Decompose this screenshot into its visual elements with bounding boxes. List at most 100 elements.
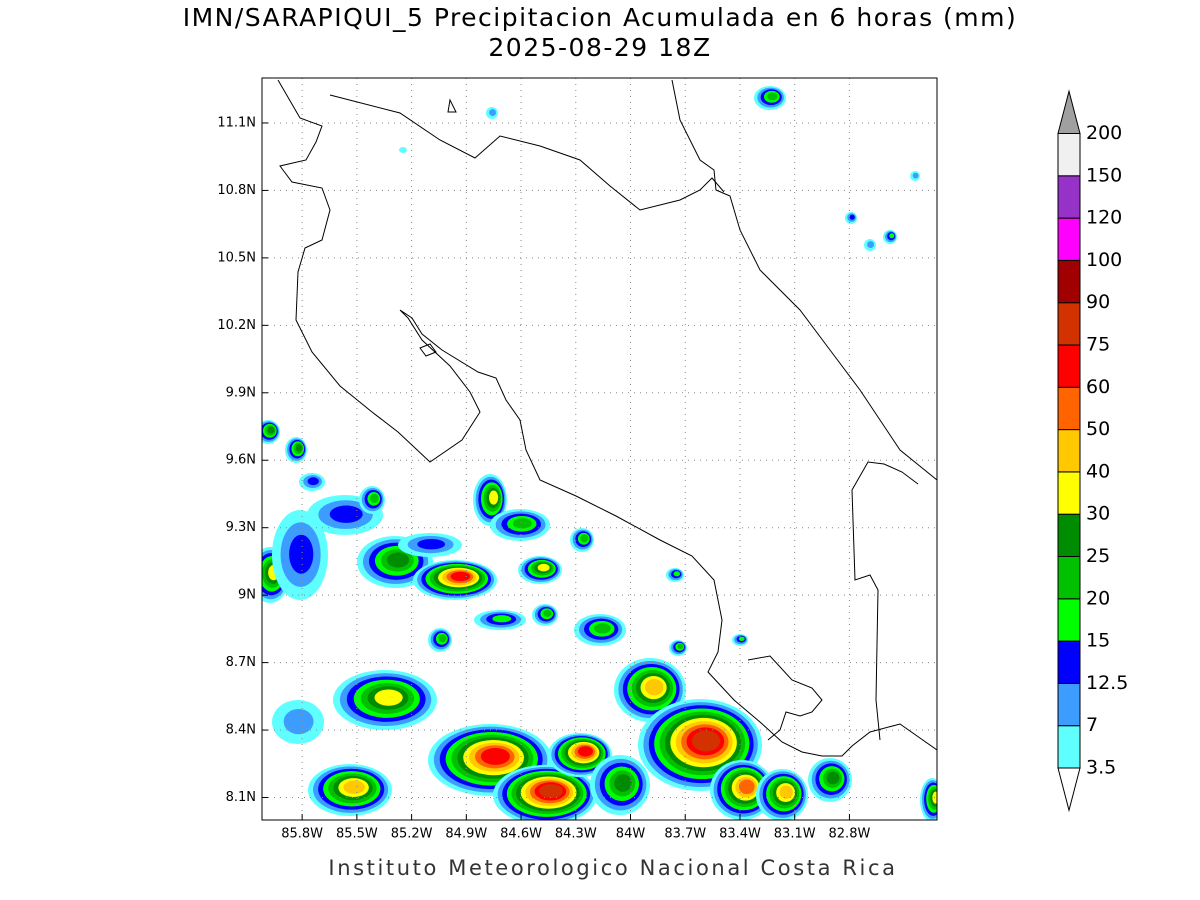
x-tick-label: 85.8W <box>281 827 323 842</box>
precip-cell <box>450 571 471 582</box>
precip-cell <box>673 571 681 577</box>
colorbar-box <box>1057 386 1081 431</box>
subtitle: 2025-08-29 18Z <box>488 33 711 62</box>
precip-cell <box>329 505 363 523</box>
precip-cell <box>417 539 446 550</box>
colorbar-label: 50 <box>1086 418 1110 440</box>
precip-cell <box>539 784 563 798</box>
x-tick-label: 82.8W <box>829 827 871 842</box>
colorbar-box <box>1057 471 1081 515</box>
x-tick-label: 83.7W <box>664 827 706 842</box>
grid: 11.1N 10.8N 10.5N 10.2N 9.9N 9.6N 9.3N 9N 8.7N 8.… <box>217 78 937 842</box>
precip-cell <box>849 214 855 220</box>
colorbar-label: 30 <box>1086 503 1110 525</box>
pacific-coast <box>277 79 937 757</box>
precip-cell <box>488 490 499 505</box>
colorbar-label: 12.5 <box>1086 672 1128 694</box>
colorbar: 3.5 7 12.5 15 20 25 30 40 50 60 75 90 100 120 150 200 <box>1057 89 1128 813</box>
colorbar-label: 40 <box>1086 460 1110 482</box>
x-tick-label: 84.6W <box>500 827 542 842</box>
precip-cell <box>543 609 552 617</box>
precip-cell <box>691 730 721 752</box>
precip-cell <box>779 785 793 799</box>
precip-cell <box>489 109 497 117</box>
colorbar-label: 20 <box>1086 587 1110 609</box>
colorbar-box <box>1057 556 1081 600</box>
y-tick-label: 8.7N <box>226 655 256 670</box>
y-tick-label: 10.5N <box>217 250 256 265</box>
x-tick-label: 85.2W <box>391 827 433 842</box>
precip-cell <box>283 708 314 735</box>
colorbar-box <box>1057 259 1081 304</box>
osa-peninsula <box>747 655 823 741</box>
x-tick-label: 84.9W <box>445 827 487 842</box>
precip-cell <box>644 679 664 696</box>
colorbar-box <box>1057 217 1081 261</box>
colorbar-box <box>1057 682 1081 727</box>
lake-shore <box>419 98 457 357</box>
y-tick-label: 9.9N <box>226 385 256 400</box>
colorbar-box <box>1057 598 1081 642</box>
colorbar-box <box>1057 302 1081 346</box>
colorbar-box <box>1057 429 1081 473</box>
precip-cell <box>867 241 875 249</box>
precip-cell <box>889 233 895 239</box>
precip-cell <box>577 746 593 757</box>
colorbar-label: 7 <box>1086 714 1098 736</box>
precip-cell <box>826 771 840 785</box>
precip-cell <box>370 493 379 503</box>
colorbar-label: 100 <box>1086 249 1122 271</box>
colorbar-box <box>1057 725 1081 769</box>
nicaragua-border <box>329 94 725 211</box>
colorbar-over <box>1057 89 1081 134</box>
precip-field <box>262 86 937 820</box>
y-tick-label: 11.1N <box>217 115 256 130</box>
colorbar-box <box>1057 133 1081 177</box>
precip-cell <box>492 615 512 623</box>
y-tick-label: 9.3N <box>226 520 256 535</box>
precip-cell <box>614 774 632 792</box>
footer: Instituto Meteorologico Nacional Costa R… <box>328 856 897 880</box>
colorbar-box <box>1057 344 1081 388</box>
x-tick-label: 83.4W <box>719 827 761 842</box>
title: IMN/SARAPIQUI_5 Precipitacion Acumulada … <box>183 3 1018 32</box>
y-tick-label: 8.1N <box>226 790 256 805</box>
precip-cell <box>343 780 365 794</box>
x-tick-label: 84.3W <box>555 827 597 842</box>
caribbean-coast <box>671 79 937 481</box>
colorbar-under <box>1057 767 1081 813</box>
colorbar-box <box>1057 513 1081 558</box>
precip-cell <box>399 147 407 153</box>
coastlines <box>277 79 937 757</box>
precip-cell <box>767 92 778 101</box>
x-tick-label: 83.1W <box>774 827 816 842</box>
precip-cell <box>386 552 410 568</box>
precip-cell <box>480 747 510 765</box>
precip-cell <box>289 534 314 574</box>
precip-cell <box>580 534 589 543</box>
y-tick-label: 8.4N <box>226 723 256 738</box>
colorbar-label: 75 <box>1086 334 1110 356</box>
precip-cell <box>307 477 319 486</box>
precip-cell <box>594 623 611 634</box>
y-tick-label: 10.2N <box>217 318 256 333</box>
precip-cell <box>738 779 755 795</box>
colorbar-box <box>1057 175 1081 219</box>
y-tick-label: 9.6N <box>226 453 256 468</box>
x-tick-label: 84W <box>616 827 646 842</box>
colorbar-label: 90 <box>1086 291 1110 313</box>
colorbar-label: 25 <box>1086 545 1110 567</box>
precip-cell <box>438 634 447 643</box>
precip-cell <box>512 518 533 529</box>
precip-cell <box>374 689 403 706</box>
precip-cell <box>267 426 275 434</box>
precip-cell <box>912 172 919 179</box>
x-tick-label: 85.5W <box>336 827 378 842</box>
precip-cell <box>738 636 745 641</box>
panama-coast <box>851 461 919 741</box>
colorbar-label: 60 <box>1086 376 1110 398</box>
precip-cell <box>677 643 684 649</box>
y-tick-label: 9N <box>238 588 256 603</box>
colorbar-label: 120 <box>1086 207 1122 229</box>
